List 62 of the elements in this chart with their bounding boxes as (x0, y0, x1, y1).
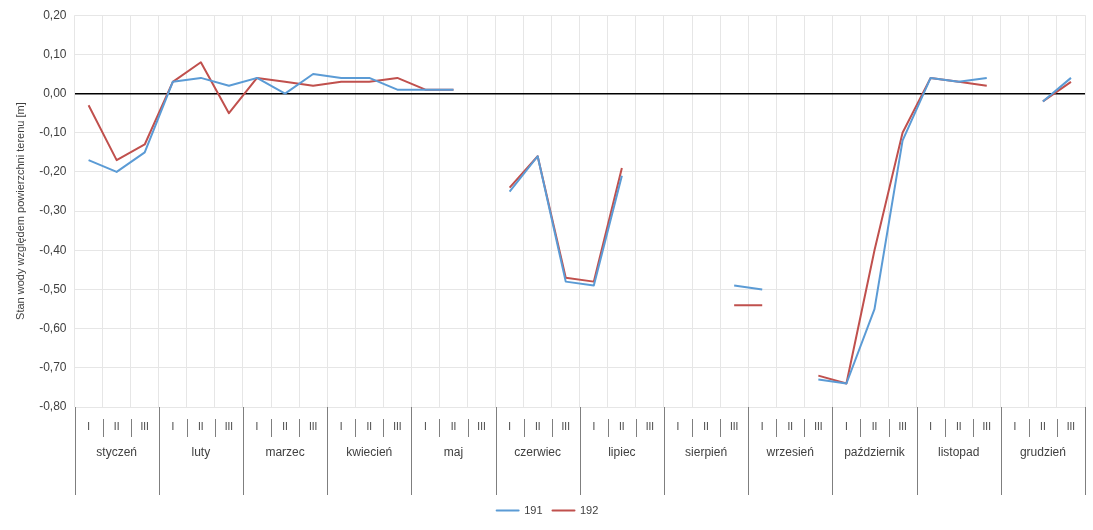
text: sierpień (685, 445, 728, 460)
x-tick-label: II (619, 420, 625, 432)
x-tick-label: I (171, 420, 175, 432)
x-tick-label: III (140, 420, 149, 432)
legend-label: 192 (580, 503, 599, 516)
text: październik (844, 445, 906, 460)
x-tick-label: III (645, 420, 655, 432)
text: czerwiec (514, 445, 562, 460)
x-tick-label: I (845, 420, 848, 432)
x-tick-label: I (339, 420, 343, 432)
x-tick-label: III (561, 420, 570, 432)
x-tick-label: I (1013, 420, 1017, 432)
y-axis-title: Stan wody względem powierzchni terenu [m] (13, 102, 26, 320)
text: grudzień (1019, 445, 1066, 460)
x-tick-label: II (1040, 420, 1046, 432)
y-tick-label: -0,30 (39, 203, 67, 218)
legend-label: 191 (524, 503, 543, 516)
x-tick-label: III (982, 420, 991, 432)
y-tick-label: -0,50 (39, 281, 67, 296)
x-tick-label: III (898, 420, 907, 432)
text: luty (191, 445, 211, 460)
y-tick-label: -0,20 (39, 164, 67, 179)
x-tick-label: III (814, 420, 823, 432)
text: marzec (265, 445, 305, 460)
y-tick-label: 0,20 (43, 7, 67, 22)
y-tick-label: -0,10 (39, 125, 67, 140)
text: lipiec (608, 445, 636, 460)
x-tick-label: I (929, 420, 933, 432)
y-tick-label: -0,60 (39, 320, 67, 335)
x-tick-label: I (676, 420, 680, 432)
x-tick-label: II (366, 420, 373, 432)
x-tick-label: II (450, 420, 457, 432)
x-tick-label: III (729, 420, 739, 432)
x-tick-label: II (198, 420, 204, 432)
x-tick-label: I (255, 420, 259, 432)
x-tick-label: I (760, 420, 764, 432)
x-tick-label: II (534, 420, 541, 432)
x-tick-label: III (308, 420, 318, 432)
text: maj (443, 445, 464, 460)
x-tick-label: I (424, 420, 427, 432)
x-tick-label: II (955, 420, 962, 432)
x-tick-label: II (787, 420, 794, 432)
x-tick-label: II (113, 420, 120, 432)
y-tick-label: -0,40 (39, 242, 67, 257)
x-tick-label: III (1066, 420, 1076, 432)
x-tick-label: III (393, 420, 402, 432)
text: styczeń (96, 445, 137, 460)
x-tick-label: I (508, 420, 511, 432)
y-tick-label: 0,00 (43, 85, 67, 100)
text: listopad (938, 445, 980, 460)
x-tick-label: I (592, 420, 596, 432)
x-tick-label: II (703, 420, 709, 432)
y-tick-label: -0,70 (39, 360, 67, 375)
x-tick-label: II (871, 420, 878, 432)
x-tick-label: III (477, 420, 486, 432)
x-tick-label: II (282, 420, 288, 432)
x-tick-label: I (87, 420, 90, 432)
y-tick-label: -0,80 (39, 399, 67, 414)
y-tick-label: 0,10 (43, 46, 67, 61)
text: wrzesień (765, 445, 814, 460)
x-tick-label: III (224, 420, 234, 432)
text: kwiecień (346, 445, 393, 460)
